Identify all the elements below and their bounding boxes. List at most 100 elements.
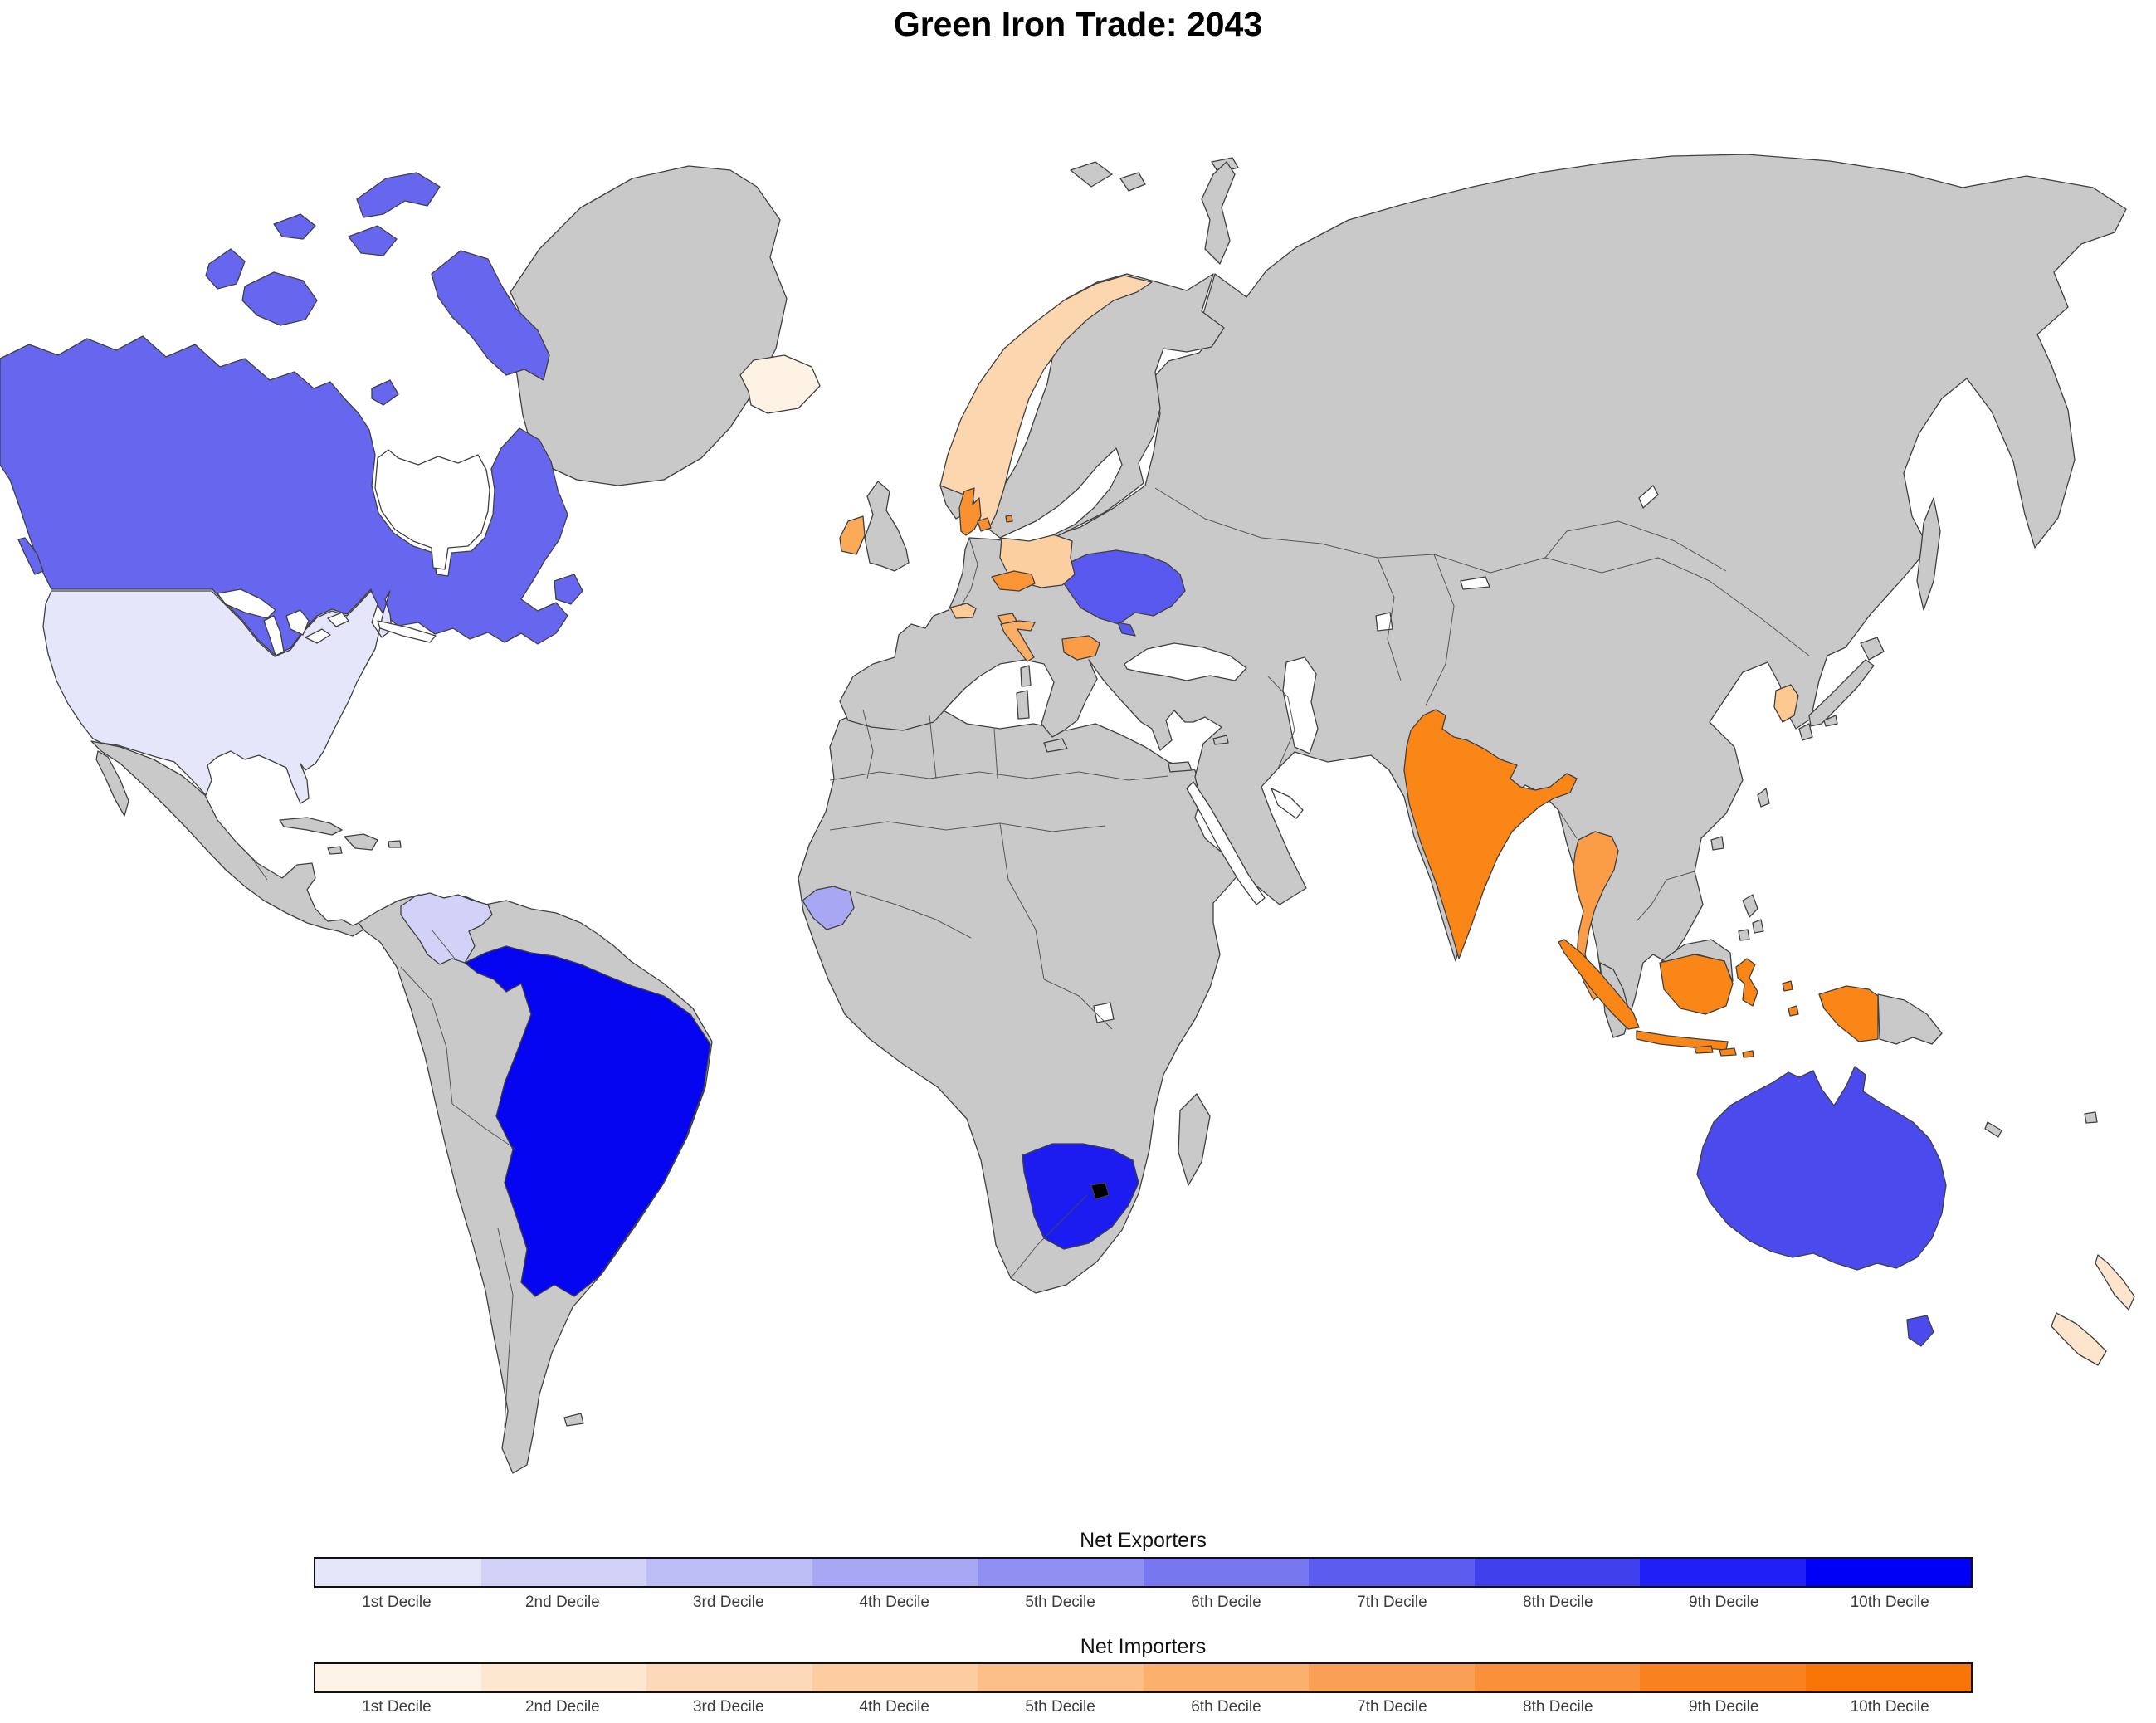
country-canada-ellesmere bbox=[356, 172, 441, 218]
country-australia-tasmania bbox=[1906, 1315, 1934, 1347]
country-indonesia-java bbox=[1636, 1030, 1729, 1051]
black-sea bbox=[1124, 642, 1247, 681]
svalbard bbox=[1070, 161, 1113, 188]
fiji bbox=[2084, 1111, 2098, 1124]
internal-borders bbox=[250, 487, 1810, 1428]
country-indonesia-sulawesi bbox=[1735, 958, 1758, 1007]
decile-label: 8th Decile bbox=[1523, 1594, 1593, 1611]
philippines-mindanao bbox=[1738, 929, 1750, 941]
japan-kyushu bbox=[1798, 723, 1813, 741]
decile-label: 9th Decile bbox=[1688, 1594, 1759, 1611]
country-indonesia-bali-sundas bbox=[1694, 1045, 1714, 1054]
hudson-bay bbox=[374, 449, 490, 570]
papua-new-guinea bbox=[1877, 993, 1943, 1045]
puerto-rico bbox=[388, 840, 402, 848]
novaya-zemlya bbox=[1201, 161, 1236, 265]
decile-swatch bbox=[978, 1664, 1144, 1691]
lake-balkhash bbox=[1460, 576, 1490, 590]
japan-hokkaido bbox=[1860, 637, 1885, 661]
lake-superior bbox=[217, 588, 276, 619]
legend-title-importers: Net Importers bbox=[1080, 1635, 1207, 1658]
country-switzerland bbox=[949, 603, 977, 619]
sicily bbox=[1043, 738, 1068, 753]
country-indonesia-seram bbox=[1788, 1005, 1799, 1017]
decile-label: 5th Decile bbox=[1025, 1698, 1095, 1716]
legend-bar-importers bbox=[314, 1662, 1973, 1693]
decile-swatch bbox=[812, 1559, 978, 1586]
corsica bbox=[1020, 665, 1032, 687]
page-title: Green Iron Trade: 2043 bbox=[893, 5, 1263, 43]
greenland bbox=[510, 165, 788, 486]
madagascar bbox=[1178, 1093, 1211, 1186]
lake-ontario bbox=[327, 612, 349, 627]
decile-swatch bbox=[1474, 1664, 1640, 1691]
hainan bbox=[1710, 836, 1724, 851]
country-south-korea bbox=[1773, 684, 1799, 723]
country-canada-baffin bbox=[431, 250, 550, 381]
world-map bbox=[0, 154, 2135, 1474]
border-peru bbox=[400, 966, 453, 1105]
decile-swatch bbox=[646, 1664, 812, 1691]
legend-labels-importers: 1st Decile 2nd Decile 3rd Decile 4th Decile… bbox=[314, 1698, 1973, 1716]
baja-california bbox=[95, 750, 129, 817]
country-iceland bbox=[739, 354, 821, 414]
landmass-gray bbox=[90, 154, 2127, 1474]
country-canada-banks bbox=[205, 248, 246, 290]
decile-swatch bbox=[1309, 1664, 1475, 1691]
country-venezuela bbox=[400, 892, 493, 965]
water-overlays bbox=[217, 447, 1659, 1023]
baltic-sea bbox=[999, 447, 1123, 542]
decile-label: 1st Decile bbox=[362, 1698, 432, 1716]
decile-label: 6th Decile bbox=[1191, 1594, 1261, 1611]
lake-baikal bbox=[1638, 485, 1659, 509]
country-czechia bbox=[991, 570, 1036, 592]
decile-swatch bbox=[1640, 1664, 1806, 1691]
border-iran-turkey bbox=[1267, 676, 1295, 769]
svalbard-east bbox=[1119, 172, 1146, 192]
falkland-islands bbox=[563, 1413, 584, 1427]
philippines-visayas bbox=[1752, 919, 1764, 934]
decile-swatch bbox=[480, 1664, 646, 1691]
border-libya-egypt bbox=[993, 728, 998, 779]
decile-label: 8th Decile bbox=[1523, 1698, 1593, 1716]
decile-label: 2nd Decile bbox=[524, 1698, 600, 1716]
decile-label: 7th Decile bbox=[1357, 1594, 1427, 1611]
decile-label: 5th Decile bbox=[1025, 1594, 1095, 1611]
decile-swatch bbox=[812, 1664, 978, 1691]
country-indonesia-sumatra bbox=[1558, 939, 1640, 1030]
country-australia bbox=[1696, 1066, 1947, 1271]
country-indonesia-flores bbox=[1719, 1047, 1737, 1057]
sakhalin bbox=[1916, 497, 1941, 611]
border-west-africa bbox=[856, 891, 972, 939]
border-southern-africa bbox=[1010, 1194, 1088, 1279]
country-new-zealand-north bbox=[2095, 1254, 2135, 1311]
sardinia bbox=[1016, 690, 1030, 720]
lake-victoria bbox=[1093, 1002, 1115, 1023]
country-ukraine bbox=[1060, 549, 1186, 625]
country-new-zealand-south bbox=[2051, 1312, 2107, 1366]
taiwan bbox=[1757, 788, 1770, 808]
country-guinea bbox=[802, 886, 855, 930]
country-denmark bbox=[958, 487, 982, 536]
crete bbox=[1168, 761, 1193, 773]
africa bbox=[798, 700, 1246, 1294]
border-mongolia bbox=[1544, 520, 1727, 572]
decile-swatch bbox=[480, 1559, 646, 1586]
decile-label: 10th Decile bbox=[1850, 1594, 1929, 1611]
border-guatemala bbox=[250, 856, 268, 881]
border-sahel bbox=[829, 821, 1106, 832]
legend-labels-exporters: 1st Decile 2nd Decile 3rd Decile 4th Decile… bbox=[314, 1594, 1973, 1612]
border-sahara bbox=[829, 771, 1169, 781]
decile-label: 10th Decile bbox=[1850, 1698, 1929, 1716]
border-russia-south bbox=[1154, 487, 1810, 656]
border-indochina bbox=[1636, 871, 1695, 922]
legend-title-exporters: Net Exporters bbox=[1080, 1529, 1207, 1552]
border-bolivia bbox=[451, 1103, 517, 1150]
caspian-sea bbox=[1282, 656, 1319, 754]
jamaica bbox=[327, 846, 343, 855]
country-ireland bbox=[839, 515, 866, 555]
japan-shikoku bbox=[1823, 715, 1838, 727]
country-indonesia-timor bbox=[1742, 1050, 1754, 1058]
border-myanmar-thailand bbox=[1558, 809, 1578, 839]
decile-swatch bbox=[1640, 1559, 1806, 1586]
